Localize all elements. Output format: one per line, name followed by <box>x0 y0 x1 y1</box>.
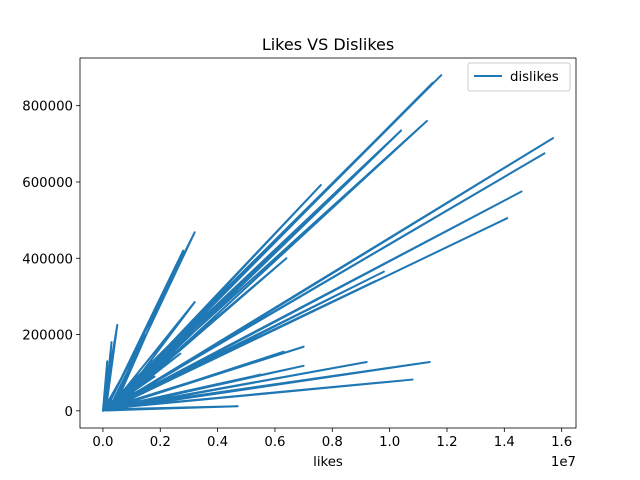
x-tick-label: 0.4 <box>207 435 228 450</box>
plot-area <box>79 57 577 429</box>
y-tick-label: 200000 <box>22 329 73 344</box>
y-tick-label: 600000 <box>22 176 73 191</box>
x-tick-label: 1.6 <box>551 435 572 450</box>
x-tick-label: 1.0 <box>379 435 400 450</box>
chart-title: Likes VS Dislikes <box>262 35 394 54</box>
x-tick-label: 1.2 <box>436 435 457 450</box>
legend-label-dislikes: dislikes <box>510 70 559 85</box>
x-tick-label: 0.8 <box>322 435 343 450</box>
x-axis: 0.0 0.2 0.4 0.6 0.8 1.0 1.2 1.4 1.6 <box>92 428 572 450</box>
x-axis-label: likes <box>313 455 343 470</box>
legend-box <box>467 62 571 92</box>
x-tick-label: 0.6 <box>264 435 285 450</box>
plot-frame <box>79 57 577 429</box>
x-tick-label: 0.0 <box>92 435 113 450</box>
y-axis: 0 200000 400000 600000 800000 <box>22 100 80 420</box>
legend: dislikes <box>467 62 571 92</box>
y-tick-label: 0 <box>65 405 73 420</box>
x-tick-label: 1.4 <box>494 435 515 450</box>
y-tick-label: 400000 <box>22 252 73 267</box>
x-axis-offset-text: 1e7 <box>551 455 576 470</box>
series-line-dislikes <box>101 74 555 412</box>
series-layer <box>101 74 555 412</box>
y-tick-label: 800000 <box>22 100 73 115</box>
x-tick-label: 0.2 <box>150 435 171 450</box>
